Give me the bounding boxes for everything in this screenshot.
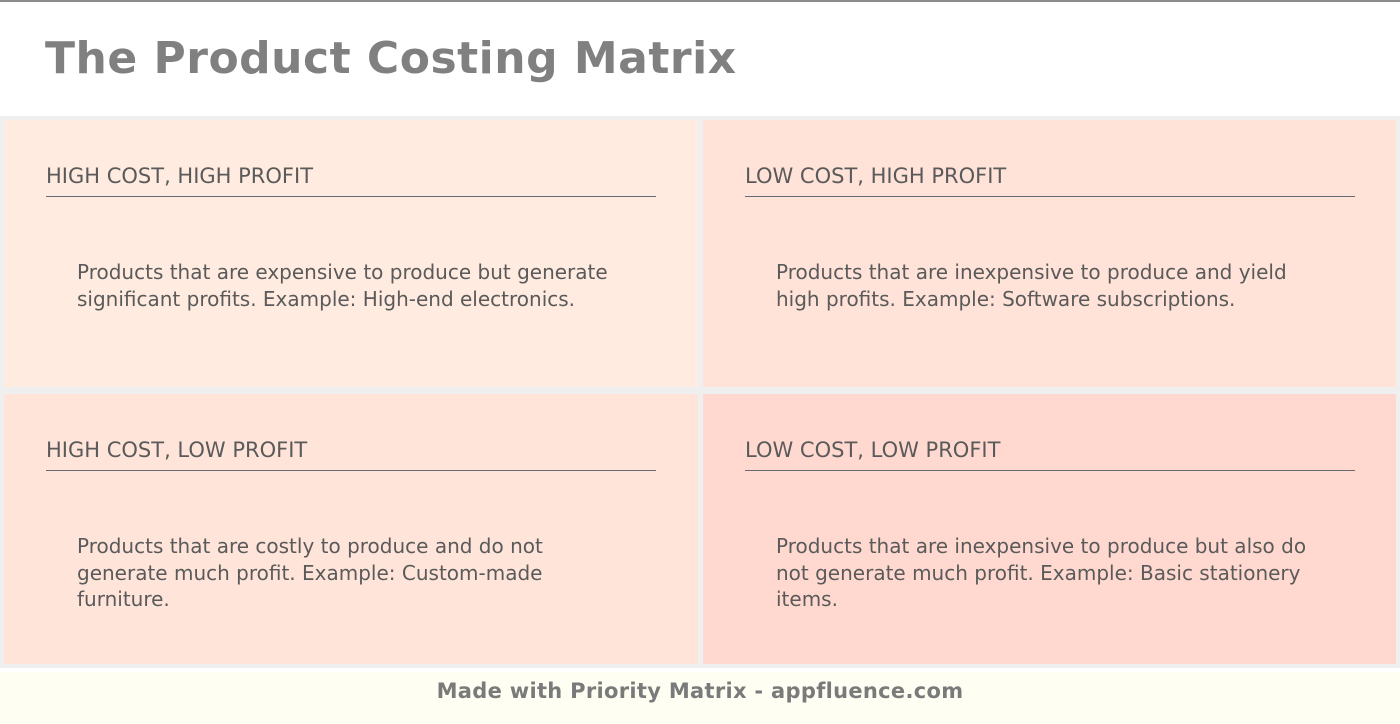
quadrant-description: Products that are costly to produce and … bbox=[77, 534, 543, 611]
quadrant-high-cost-low-profit: HIGH COST, LOW PROFIT Products that are … bbox=[4, 394, 698, 664]
quadrant-title: HIGH COST, LOW PROFIT bbox=[46, 436, 656, 471]
quadrant-low-cost-high-profit: LOW COST, HIGH PROFIT Products that are … bbox=[703, 120, 1396, 387]
footer: Made with Priority Matrix - appfluence.c… bbox=[0, 672, 1400, 724]
quadrant-description: Products that are expensive to produce b… bbox=[77, 260, 608, 311]
quadrant-description: Products that are inexpensive to produce… bbox=[776, 534, 1307, 611]
quadrant-high-cost-high-profit: HIGH COST, HIGH PROFIT Products that are… bbox=[4, 120, 698, 387]
quadrant-low-cost-low-profit: LOW COST, LOW PROFIT Products that are i… bbox=[703, 394, 1396, 664]
header: The Product Costing Matrix bbox=[0, 2, 1400, 114]
footer-credit: Made with Priority Matrix - appfluence.c… bbox=[436, 679, 964, 703]
matrix-grid: HIGH COST, HIGH PROFIT Products that are… bbox=[0, 116, 1400, 668]
quadrant-title: LOW COST, HIGH PROFIT bbox=[745, 162, 1355, 197]
quadrant-title: HIGH COST, HIGH PROFIT bbox=[46, 162, 656, 197]
quadrant-title: LOW COST, LOW PROFIT bbox=[745, 436, 1355, 471]
page-title: The Product Costing Matrix bbox=[45, 33, 737, 84]
quadrant-description: Products that are inexpensive to produce… bbox=[776, 260, 1287, 311]
